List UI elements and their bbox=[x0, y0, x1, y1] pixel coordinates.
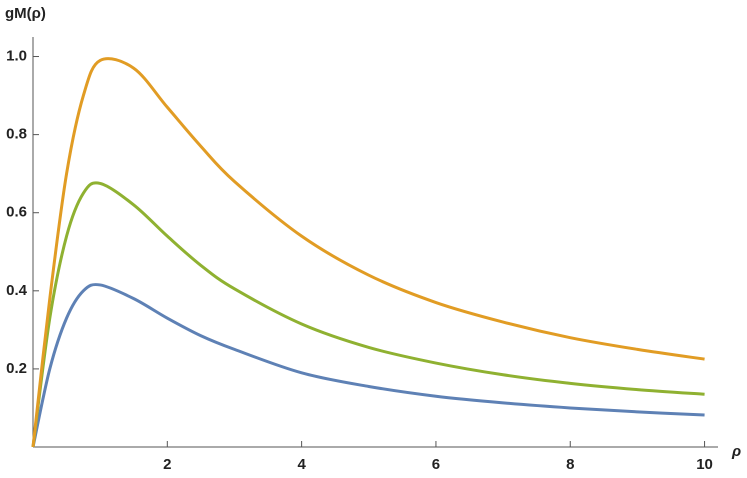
y-tick-label: 1.0 bbox=[6, 47, 27, 64]
x-tick-label: 8 bbox=[566, 456, 574, 473]
line bbox=[31, 181, 705, 448]
x-axis-label: ρ bbox=[731, 443, 741, 460]
y-tick-label: 0.2 bbox=[6, 360, 27, 377]
line bbox=[31, 57, 705, 448]
y-tick-label: 0.8 bbox=[6, 126, 27, 143]
y-tick-label: 0.6 bbox=[6, 204, 27, 221]
x-tick-label: 6 bbox=[432, 456, 440, 473]
x-tick-label: 4 bbox=[297, 456, 306, 473]
x-tick-label: 2 bbox=[163, 456, 171, 473]
y-tick-label: 0.4 bbox=[6, 282, 28, 299]
line bbox=[31, 283, 705, 448]
x-tick-label: 10 bbox=[696, 456, 713, 473]
y-axis-label: gM(ρ) bbox=[5, 5, 46, 22]
